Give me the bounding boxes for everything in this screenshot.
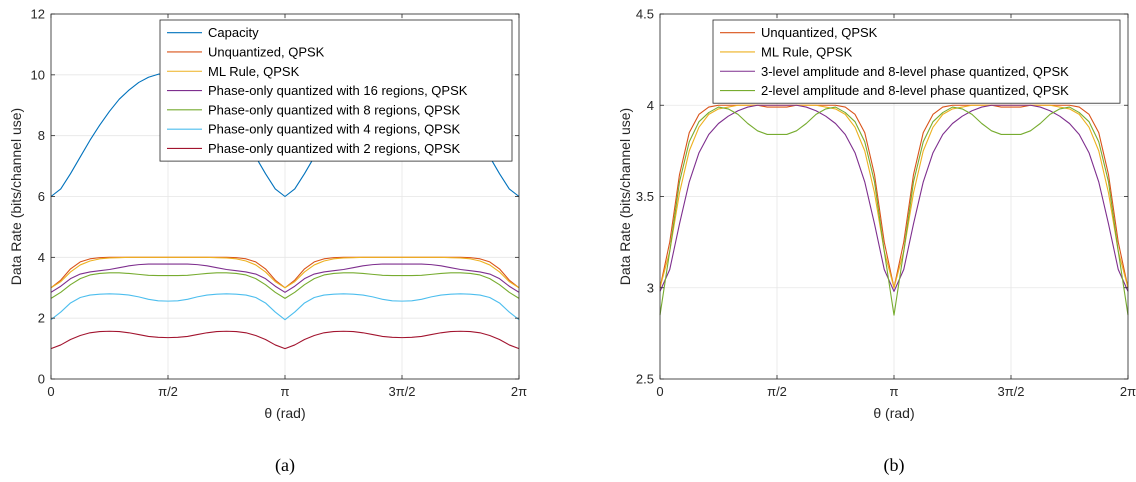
xlabel-b: θ (rad) <box>873 405 914 421</box>
ylabel-a: Data Rate (bits/channel use) <box>8 108 24 285</box>
x-tick-label: π/2 <box>158 384 178 399</box>
y-tick-label: 4 <box>38 250 45 265</box>
legend-entry: Phase-only quantized with 16 regions, QP… <box>208 83 468 98</box>
legend-entry: Phase-only quantized with 4 regions, QPS… <box>208 122 461 137</box>
legend-entry: ML Rule, QPSK <box>761 44 853 59</box>
legend-b: Unquantized, QPSK ML Rule, QPSK 3-level am… <box>712 19 1121 104</box>
series-line-6 <box>50 293 520 321</box>
x-tick-label: 3π/2 <box>388 384 415 399</box>
series-line-5 <box>50 272 520 299</box>
x-tick-label: 0 <box>47 384 54 399</box>
ylabel-b: Data Rate (bits/channel use) <box>617 108 633 285</box>
legend-entry: ML Rule, QPSK <box>208 64 300 79</box>
ticks-b: 0 π/2 π 3π/2 2π 2.5 3 3.5 4 4.5 <box>636 7 1136 400</box>
series-lines-b <box>659 104 1129 316</box>
y-tick-label: 4.5 <box>636 7 654 22</box>
y-tick-label: 2.5 <box>636 372 654 387</box>
y-tick-label: 3 <box>647 280 654 295</box>
series-lines-a <box>50 72 520 350</box>
y-tick-label: 6 <box>38 189 45 204</box>
x-tick-label: 2π <box>1120 384 1136 399</box>
y-tick-label: 2 <box>38 311 45 326</box>
x-tick-label: π <box>281 384 290 399</box>
caption-a: (a) <box>275 455 295 476</box>
series-line-4 <box>50 263 520 293</box>
caption-b: (b) <box>884 455 905 476</box>
x-tick-label: 0 <box>656 384 663 399</box>
legend-entry: Phase-only quantized with 2 regions, QPS… <box>208 141 461 156</box>
legend-entry: 2-level amplitude and 8-level phase quan… <box>761 83 1069 98</box>
series-line-2 <box>659 104 1129 289</box>
legend-entry: 3-level amplitude and 8-level phase quan… <box>761 64 1069 79</box>
legend-entry: Capacity <box>208 25 259 40</box>
y-tick-label: 12 <box>31 7 45 22</box>
legend-a: Capacity Unquantized, QPSK ML Rule, QPSK Ph… <box>159 19 513 162</box>
x-tick-label: 2π <box>511 384 527 399</box>
series-line-3 <box>659 104 1129 292</box>
y-tick-label: 8 <box>38 128 45 143</box>
series-line-3 <box>50 256 520 289</box>
y-tick-label: 10 <box>31 67 45 82</box>
y-tick-label: 3.5 <box>636 189 654 204</box>
series-line-7 <box>50 330 520 350</box>
series-line-4 <box>659 106 1129 316</box>
chart-panel-a: 0 π/2 π 3π/2 2π 0 2 4 6 8 10 12 Capacity Unquantized… <box>8 7 527 477</box>
ticks-a: 0 π/2 π 3π/2 2π 0 2 4 6 8 10 12 <box>31 7 528 400</box>
x-tick-label: 3π/2 <box>997 384 1024 399</box>
legend-box <box>159 19 513 162</box>
legend-entry: Unquantized, QPSK <box>761 25 878 40</box>
x-tick-label: π/2 <box>767 384 787 399</box>
xlabel-a: θ (rad) <box>264 405 305 421</box>
y-tick-label: 4 <box>647 98 654 113</box>
legend-entry: Unquantized, QPSK <box>208 44 325 59</box>
x-tick-label: π <box>890 384 899 399</box>
y-tick-label: 0 <box>38 372 45 387</box>
legend-box <box>712 19 1121 104</box>
chart-panel-b: 0 π/2 π 3π/2 2π 2.5 3 3.5 4 4.5 Unquantized, QPSK… <box>617 7 1136 477</box>
legend-entry: Phase-only quantized with 8 regions, QPS… <box>208 102 461 117</box>
